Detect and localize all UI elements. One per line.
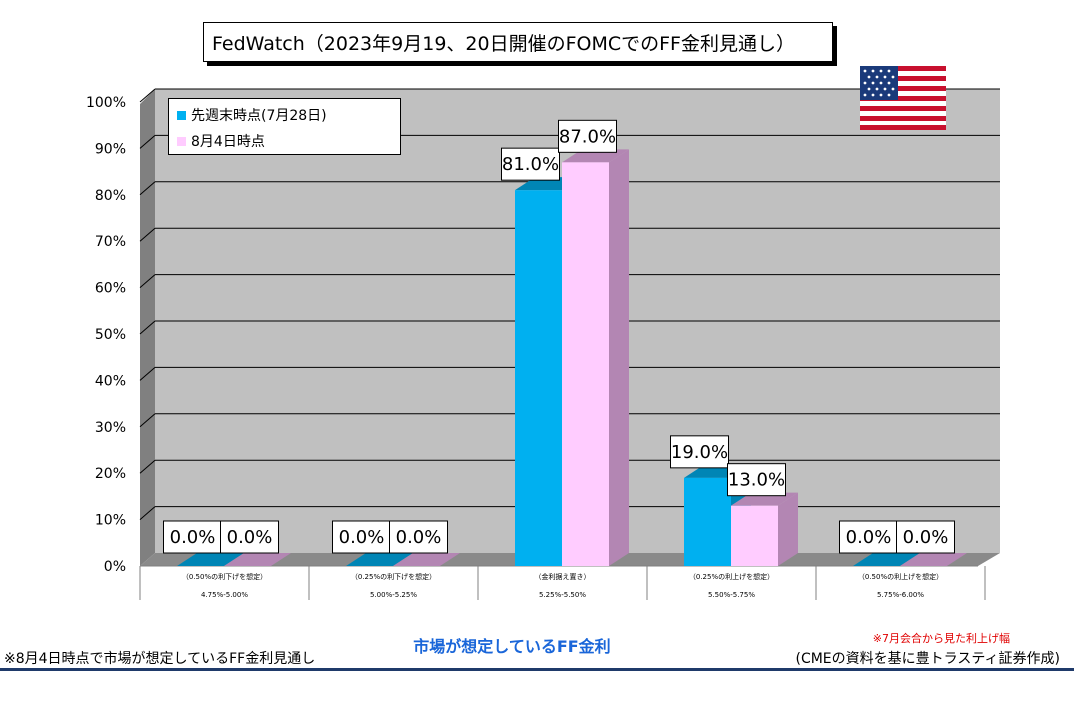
legend-label-series1: 先週末時点(7月28日) <box>191 108 327 124</box>
data-label: 81.0% <box>501 147 560 181</box>
gridline-side <box>139 274 156 288</box>
gridline-side <box>139 459 156 474</box>
y-tick-label: 90% <box>95 141 126 157</box>
x-axis-title: 市場が想定しているFF金利 <box>413 637 611 656</box>
legend-label-series2: 8月4日時点 <box>191 134 265 150</box>
gridline-side <box>139 413 156 428</box>
data-label-text: 0.0% <box>903 527 949 548</box>
data-label: 87.0% <box>558 119 617 153</box>
y-tick-label: 60% <box>95 281 126 297</box>
data-label: 0.0% <box>896 520 955 554</box>
data-label: 19.0% <box>670 435 729 469</box>
bar-series2-top <box>224 553 291 566</box>
x-category-note: （0.50%の利上げを想定） <box>858 572 943 581</box>
x-category-note: （0.25%の利上げを想定） <box>689 572 774 581</box>
y-tick-label: 50% <box>95 327 126 343</box>
y-tick-label: 20% <box>95 466 126 482</box>
data-label-text: 0.0% <box>227 527 273 548</box>
data-label-text: 0.0% <box>396 527 442 548</box>
legend-swatch-series2 <box>177 136 186 146</box>
bar-series2-top <box>393 553 460 566</box>
bar-series1 <box>515 190 562 566</box>
gridline-side <box>139 320 156 335</box>
gridline-side <box>139 506 156 520</box>
legend: 先週末時点(7月28日) 8月4日時点 <box>168 98 401 155</box>
gridline-side <box>139 88 156 103</box>
gridline-side <box>139 135 156 149</box>
bottom-divider <box>0 668 1074 671</box>
data-label: 13.0% <box>727 463 786 497</box>
x-tick-label: 5.25%-5.50% <box>539 591 586 599</box>
data-label-text: 87.0% <box>559 126 616 147</box>
data-label: 0.0% <box>220 520 279 554</box>
y-tick-label: 100% <box>86 95 126 111</box>
footer-note: ※8月4日時点で市場が想定しているFF金利見通し <box>4 651 316 667</box>
y-tick-label: 0% <box>104 559 126 575</box>
data-label-text: 13.0% <box>728 470 785 491</box>
y-tick-label: 70% <box>95 234 126 250</box>
x-category-note: （0.50%の利下げを想定） <box>182 572 267 581</box>
us-flag-icon <box>860 66 946 130</box>
y-tick-label: 80% <box>95 188 126 204</box>
data-label-text: 19.0% <box>671 442 728 463</box>
y-tick-label: 30% <box>95 420 126 436</box>
side-note: ※7月会合から見た利上げ幅 <box>872 632 1010 645</box>
chart-title: FedWatch（2023年9月19、20日開催のFOMCでのFF金利見通し） <box>203 22 833 62</box>
data-label-text: 0.0% <box>170 527 216 548</box>
data-label: 0.0% <box>389 520 448 554</box>
data-label: 0.0% <box>332 520 391 554</box>
bar-series1-top <box>346 553 413 566</box>
bar-series1-top <box>177 553 244 566</box>
bar-series1-top <box>853 553 920 566</box>
legend-item-series2: 8月4日時点 <box>177 131 265 151</box>
data-label-text: 0.0% <box>339 527 385 548</box>
x-category-note: （金利据え置き） <box>535 572 591 581</box>
bar-series2-top <box>900 553 967 566</box>
bar-series1 <box>684 477 731 566</box>
gridline-side <box>139 227 156 242</box>
x-tick-label: 5.75%-6.00% <box>877 591 924 599</box>
data-label-text: 0.0% <box>846 527 892 548</box>
gridline-side <box>139 367 156 381</box>
bar-series2 <box>562 162 609 566</box>
legend-item-series1: 先週末時点(7月28日) <box>177 105 327 125</box>
x-category-note: （0.25%の利下げを想定） <box>351 572 436 581</box>
data-label-text: 81.0% <box>502 154 559 175</box>
data-label: 0.0% <box>839 520 898 554</box>
source-note: (CMEの資料を基に豊トラスティ証券作成) <box>795 651 1060 667</box>
x-tick-label: 4.75%-5.00% <box>201 591 248 599</box>
data-label: 0.0% <box>163 520 222 554</box>
legend-swatch-series1 <box>177 110 186 120</box>
y-tick-label: 10% <box>95 513 126 529</box>
x-tick-label: 5.00%-5.25% <box>370 591 417 599</box>
bar-series2-side <box>778 492 798 566</box>
bar-series2-side <box>609 149 629 566</box>
y-tick-label: 40% <box>95 373 126 389</box>
x-tick-label: 5.50%-5.75% <box>708 591 755 599</box>
gridline-side <box>139 181 156 196</box>
bar-series2 <box>731 505 778 566</box>
